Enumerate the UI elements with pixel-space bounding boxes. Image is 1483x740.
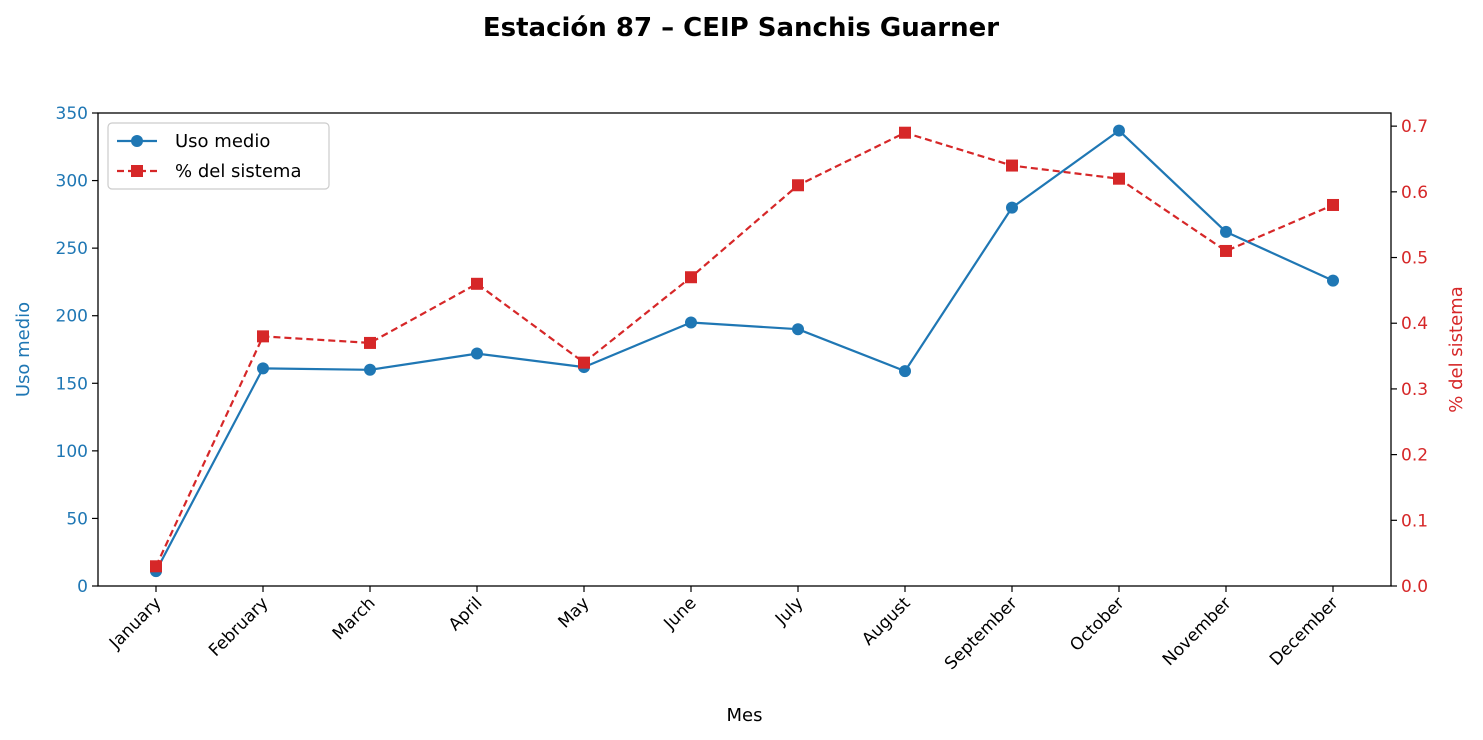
left-y-axis: 0 50 100 150 200 250 300 350 [56,104,98,597]
left-y-tick-label: 100 [56,442,88,462]
data-point-porcentaje-sistema [257,330,269,343]
data-point-uso-medio [1113,124,1125,137]
left-y-tick-label: 150 [56,374,88,394]
x-tick-label: November [1159,593,1236,670]
x-tick-label: January [105,593,165,653]
legend-label: Uso medio [175,131,270,152]
right-y-tick-label: 0.0 [1401,577,1428,597]
right-y-tick-label: 0.1 [1401,511,1428,531]
x-axis: January February March April May June July Augu… [105,586,1343,674]
right-y-tick-label: 0.2 [1401,446,1428,466]
data-point-uso-medio [792,323,804,336]
x-tick-label: June [660,593,701,634]
data-point-porcentaje-sistema [685,271,697,284]
right-y-tick-label: 0.3 [1401,380,1428,400]
right-y-tick-label: 0.5 [1401,249,1428,269]
chart-title: Estación 87 – CEIP Sanchis Guarner [483,13,999,43]
right-y-axis: 0.0 0.1 0.2 0.3 0.4 0.5 0.6 0.7 [1391,117,1428,597]
left-y-tick-label: 300 [56,172,88,192]
plot-frame [97,112,1392,587]
left-y-axis-label: Uso medio [13,302,34,397]
data-point-porcentaje-sistema [1113,172,1125,185]
x-tick-label: March [329,593,380,644]
data-point-porcentaje-sistema [792,179,804,192]
left-y-tick-label: 350 [56,104,88,124]
series-line-uso-medio [155,129,1334,572]
data-point-porcentaje-sistema [1220,244,1232,257]
x-tick-label: September [941,593,1022,674]
left-y-tick-label: 50 [66,509,88,529]
data-point-uso-medio [364,363,376,376]
series-layer [150,124,1339,578]
data-point-uso-medio [1220,225,1232,238]
right-y-tick-label: 0.7 [1401,117,1428,137]
x-tick-label: May [555,593,594,632]
data-point-uso-medio [257,362,269,375]
data-point-uso-medio [899,365,911,378]
left-y-tick-label: 250 [56,239,88,259]
x-axis-label: Mes [727,705,763,726]
legend: Uso medio % del sistema [107,122,330,190]
legend-box [107,122,330,190]
right-y-tick-label: 0.6 [1401,183,1428,203]
data-point-uso-medio [1327,274,1339,287]
data-point-porcentaje-sistema [150,560,162,573]
data-point-porcentaje-sistema [899,126,911,139]
series-line-porcentaje-sistema [155,131,1334,567]
x-tick-label: July [771,593,807,629]
right-y-tick-label: 0.4 [1401,314,1428,334]
right-y-axis-label: % del sistema [1446,286,1467,413]
data-point-porcentaje-sistema [364,336,376,349]
x-tick-label: December [1266,593,1342,669]
data-point-porcentaje-sistema [471,277,483,290]
left-y-tick-label: 0 [77,577,88,597]
data-point-uso-medio [1006,201,1018,214]
x-tick-label: August [858,593,914,649]
data-point-porcentaje-sistema [1006,159,1018,172]
x-tick-label: October [1066,593,1128,655]
legend-marker [131,135,143,147]
data-point-uso-medio [471,347,483,360]
legend-label: % del sistema [175,161,302,182]
x-tick-label: February [205,593,272,660]
left-y-tick-label: 200 [56,307,88,327]
legend-marker [131,165,143,177]
data-point-porcentaje-sistema [1327,198,1339,211]
data-point-porcentaje-sistema [578,356,590,369]
x-tick-label: April [445,593,487,635]
data-point-uso-medio [685,316,697,329]
